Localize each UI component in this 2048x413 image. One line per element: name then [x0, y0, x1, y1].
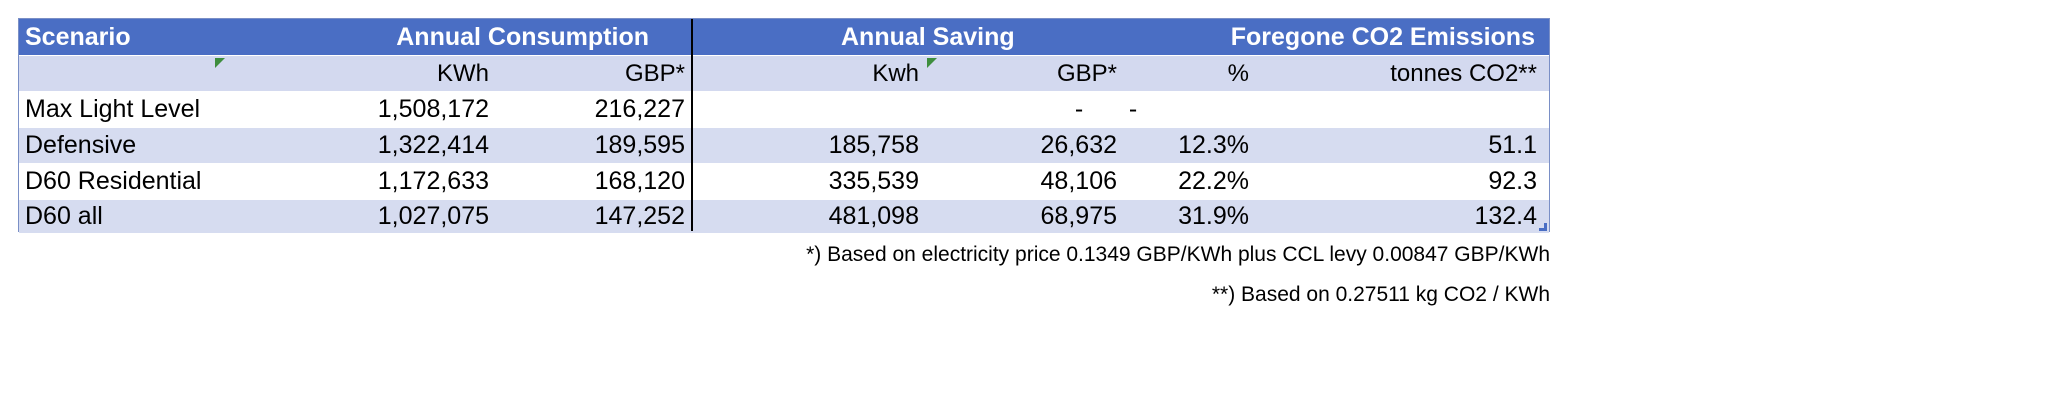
unit-row: KWh GBP* Kwh GBP* % tonnes CO2**	[19, 55, 1549, 91]
cell-scenario[interactable]: Max Light Level	[25, 95, 201, 123]
cell-saving-kwh[interactable]	[719, 92, 919, 127]
table-row: Defensive 1,322,414 189,595 185,758 26,6…	[19, 127, 1549, 163]
cell-scenario[interactable]: Defensive	[25, 131, 137, 159]
column-separator	[691, 19, 693, 231]
footnote-co2: **) Based on 0.27511 kg CO2 / KWh	[1211, 283, 1550, 306]
cell-saving-gbp[interactable]: -	[1074, 95, 1084, 123]
table-row: Max Light Level 1,508,172 216,227 - -	[19, 91, 1549, 127]
cell-scenario[interactable]: D60 Residential	[25, 167, 202, 195]
cell-saving-kwh[interactable]: 185,758	[828, 131, 919, 159]
header-scenario[interactable]: Scenario	[25, 22, 131, 51]
table-row: D60 all 1,027,075 147,252 481,098 68,975…	[19, 199, 1549, 233]
cell-consumption-kwh[interactable]: 1,322,414	[377, 131, 489, 159]
cell-percent[interactable]: 12.3%	[1178, 131, 1249, 159]
cell-saving-kwh[interactable]: 481,098	[828, 202, 919, 230]
cell-percent[interactable]: 31.9%	[1178, 202, 1249, 230]
cell-percent[interactable]: 22.2%	[1178, 167, 1249, 195]
unit-saving-kwh[interactable]: Kwh	[872, 59, 919, 87]
cell-percent[interactable]: -	[1128, 95, 1138, 123]
unit-saving-gbp[interactable]: GBP*	[1056, 59, 1117, 87]
cell-consumption-kwh[interactable]: 1,508,172	[377, 95, 489, 123]
cell-consumption-kwh[interactable]: 1,172,633	[377, 167, 489, 195]
scenario-table: Scenario Annual Consumption Annual Savin…	[18, 18, 1550, 233]
cell-saving-kwh[interactable]: 335,539	[828, 167, 919, 195]
header-annual-consumption[interactable]: Annual Consumption	[396, 22, 649, 51]
comment-marker-icon	[215, 58, 225, 68]
footnote-price: *) Based on electricity price 0.1349 GBP…	[806, 243, 1550, 266]
unit-percent[interactable]: %	[1227, 59, 1249, 87]
header-row: Scenario Annual Consumption Annual Savin…	[19, 19, 1549, 55]
table-row: D60 Residential 1,172,633 168,120 335,53…	[19, 163, 1549, 199]
unit-consumption-gbp[interactable]: GBP*	[624, 59, 685, 87]
header-foregone-co2[interactable]: Foregone CO2 Emissions	[1230, 22, 1535, 51]
cell-consumption-gbp[interactable]: 216,227	[594, 95, 685, 123]
cell-consumption-gbp[interactable]: 189,595	[594, 131, 685, 159]
header-annual-saving[interactable]: Annual Saving	[841, 22, 1015, 51]
cell-tonnes-co2[interactable]: 132.4	[1474, 202, 1537, 230]
cell-saving-gbp[interactable]: 68,975	[1040, 202, 1117, 230]
cell-saving-gbp[interactable]: 48,106	[1040, 167, 1117, 195]
comment-marker-icon	[927, 58, 937, 68]
cell-scenario[interactable]: D60 all	[25, 202, 103, 230]
cell-consumption-kwh[interactable]: 1,027,075	[377, 202, 489, 230]
cell-consumption-gbp[interactable]: 168,120	[594, 167, 685, 195]
resize-handle-icon[interactable]	[1539, 223, 1547, 231]
cell-tonnes-co2[interactable]	[1249, 92, 1537, 127]
cell-tonnes-co2[interactable]: 92.3	[1488, 167, 1537, 195]
unit-tonnes-co2[interactable]: tonnes CO2**	[1390, 59, 1537, 87]
cell-consumption-gbp[interactable]: 147,252	[594, 202, 685, 230]
unit-consumption-kwh[interactable]: KWh	[436, 59, 489, 87]
cell-saving-gbp[interactable]: 26,632	[1040, 131, 1117, 159]
cell-tonnes-co2[interactable]: 51.1	[1488, 131, 1537, 159]
